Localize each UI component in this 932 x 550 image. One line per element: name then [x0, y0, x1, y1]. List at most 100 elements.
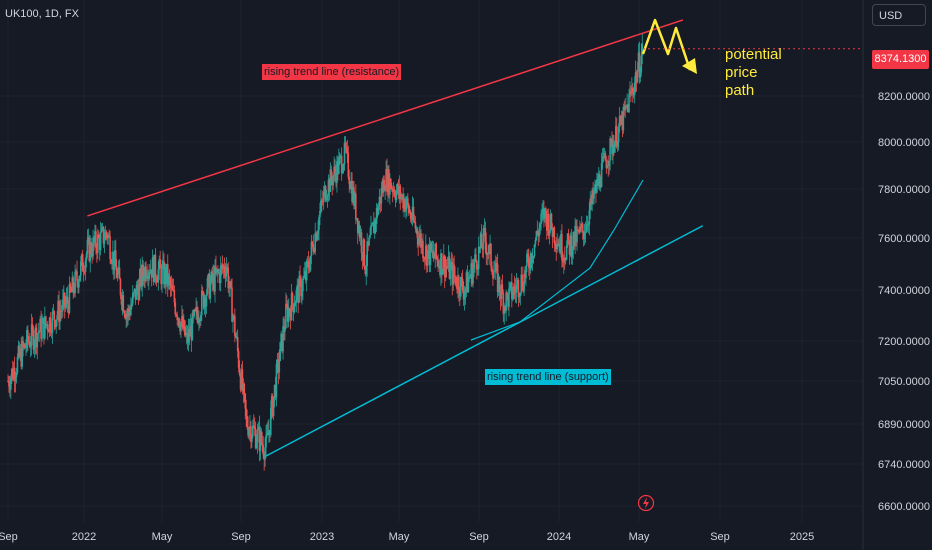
candle-body — [504, 306, 506, 311]
candle-body — [580, 226, 582, 228]
candle-body — [278, 360, 281, 373]
candle-body — [414, 221, 417, 229]
candle-body — [145, 266, 147, 279]
candle-body — [532, 256, 535, 259]
candle-body — [424, 258, 426, 260]
candle-body — [594, 184, 596, 192]
candle-body — [511, 282, 513, 300]
candle-body — [353, 187, 355, 206]
candle-body — [95, 231, 97, 248]
candle-body — [211, 271, 213, 283]
candle-body — [250, 426, 252, 443]
candle-body — [225, 266, 228, 277]
candle-body — [604, 153, 607, 161]
candle-body — [407, 204, 410, 213]
candle-body — [576, 229, 578, 243]
candle-body — [545, 208, 547, 217]
candle-body — [327, 179, 330, 197]
candle-body — [308, 267, 311, 271]
candle-body — [172, 290, 175, 292]
candle-body — [365, 266, 368, 275]
candle-body — [375, 207, 378, 224]
candle-body — [371, 224, 373, 226]
candle-body — [402, 194, 404, 209]
candle-body — [70, 290, 73, 293]
candle-body — [136, 284, 139, 289]
candle-body — [115, 266, 118, 278]
candle-body — [96, 247, 98, 254]
candle-body — [587, 224, 590, 226]
candle-body — [516, 279, 519, 284]
candle-body — [572, 231, 575, 251]
candle-body — [219, 265, 222, 283]
y-tick-label: 7400.0000 — [878, 285, 930, 297]
candle-body — [110, 258, 112, 263]
candle-body — [502, 293, 505, 314]
candle-body — [523, 273, 525, 292]
candle-body — [442, 269, 444, 275]
candle-body — [240, 369, 243, 390]
currency-button[interactable]: USD — [872, 4, 926, 26]
candle-body — [596, 179, 598, 193]
candle-body — [76, 271, 78, 281]
candle-body — [385, 169, 387, 190]
candle-body — [213, 273, 215, 292]
candle-body — [20, 348, 23, 367]
candle-body — [471, 263, 473, 284]
candle-body — [339, 155, 342, 157]
candle-body — [68, 284, 71, 313]
flash-icon[interactable] — [637, 494, 655, 512]
candle-body — [376, 207, 379, 215]
candle-body — [41, 323, 43, 339]
candle-body — [173, 290, 176, 303]
candle-body — [639, 72, 642, 78]
candle-body — [144, 266, 146, 281]
candle-body — [401, 194, 403, 197]
candle-body — [178, 318, 180, 326]
candle-body — [187, 329, 190, 343]
candle-body — [326, 196, 329, 200]
candle-body — [641, 43, 644, 56]
candle-body — [530, 253, 533, 263]
candle-body — [382, 180, 385, 193]
x-tick-label: 2022 — [72, 531, 96, 543]
candle-body — [355, 218, 358, 220]
candle-body — [499, 292, 502, 300]
candle-body — [79, 261, 82, 276]
candle-body — [319, 211, 321, 218]
candle-body — [521, 274, 524, 288]
candle-body — [317, 230, 319, 235]
candle-body — [503, 306, 506, 314]
candle-body — [73, 291, 75, 294]
candle-body — [355, 193, 357, 220]
candle-body — [479, 233, 482, 249]
candle-body — [488, 245, 490, 255]
x-tick-label: 2023 — [310, 531, 334, 543]
candle-body — [81, 254, 84, 272]
candle-body — [203, 297, 206, 308]
candle-body — [59, 310, 61, 323]
candle-body — [167, 275, 170, 286]
candle-body — [185, 332, 188, 335]
candle-body — [286, 306, 289, 322]
candle-body — [637, 52, 640, 70]
candle-body — [528, 258, 530, 268]
x-tick-label: May — [629, 531, 650, 543]
candle-body — [210, 271, 213, 283]
candle-body — [47, 330, 50, 333]
candle-body — [597, 174, 600, 186]
candle-body — [384, 189, 386, 192]
candle-body — [617, 126, 620, 143]
candle-body — [430, 242, 433, 252]
candle-body — [329, 169, 332, 192]
candle-body — [605, 160, 608, 169]
candle-body — [23, 344, 25, 348]
candle-body — [577, 229, 579, 231]
candle-body — [536, 231, 539, 234]
candle-body — [247, 427, 249, 436]
candles — [7, 33, 644, 471]
candle-body — [347, 152, 350, 177]
candle-body — [322, 191, 325, 203]
candle-body — [14, 376, 17, 381]
